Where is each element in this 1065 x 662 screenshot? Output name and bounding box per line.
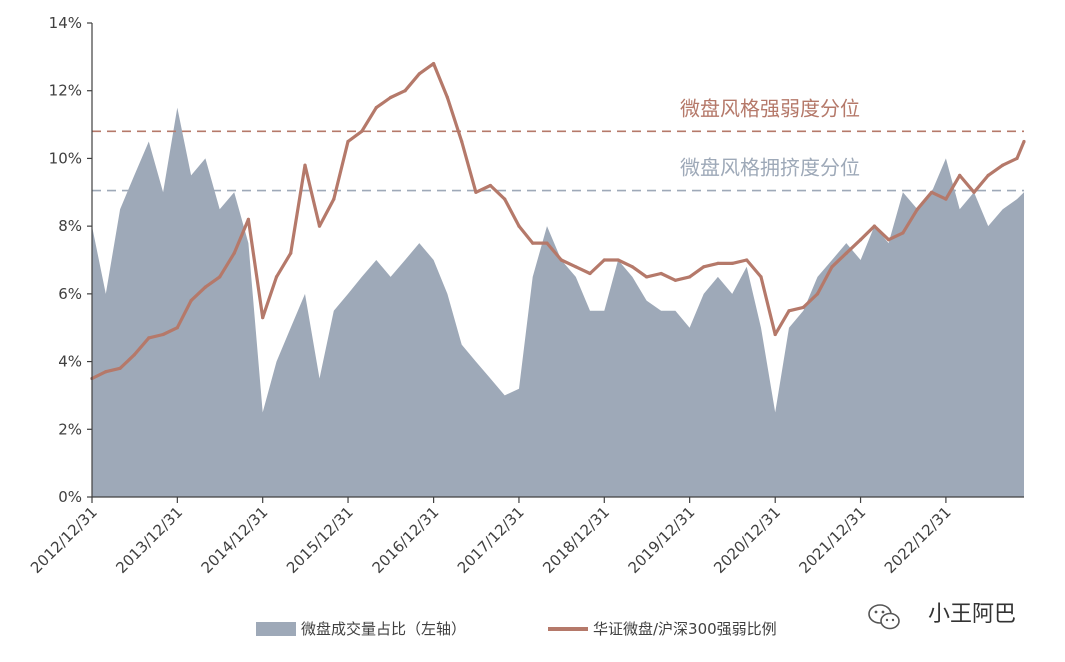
strength-ratio-point bbox=[403, 89, 407, 93]
strength-ratio-point bbox=[901, 231, 905, 235]
strength-ratio-point bbox=[1015, 156, 1019, 160]
y-tick-label: 12% bbox=[49, 82, 82, 100]
y-tick-label: 10% bbox=[49, 149, 82, 167]
strength-ratio-point bbox=[944, 197, 948, 201]
strength-ratio-point bbox=[346, 139, 350, 144]
strength-ratio-point bbox=[588, 271, 592, 276]
legend-label-area: 微盘成交量占比（左轴） bbox=[301, 620, 466, 638]
legend-label-line: 华证微盘/沪深300强弱比例 bbox=[593, 620, 777, 638]
y-tick-label: 0% bbox=[58, 488, 82, 506]
volume-share-area bbox=[92, 107, 1024, 497]
strength-ratio-point bbox=[118, 366, 122, 370]
reference-label-crowding: 微盘风格拥挤度分位 bbox=[680, 156, 860, 180]
wechat-icon bbox=[868, 604, 900, 630]
reference-label-strength: 微盘风格强弱度分位 bbox=[680, 96, 860, 120]
strength-ratio-point bbox=[830, 265, 834, 269]
x-tick-label: 2019/12/31 bbox=[625, 503, 699, 577]
strength-ratio-point bbox=[317, 224, 322, 228]
strength-ratio-point bbox=[630, 265, 635, 269]
strength-ratio-point bbox=[759, 275, 763, 279]
x-tick-label: 2015/12/31 bbox=[283, 503, 357, 577]
strength-ratio-point bbox=[787, 309, 791, 313]
strength-ratio-point bbox=[602, 258, 606, 262]
legend-swatch-area bbox=[256, 622, 296, 636]
y-tick-label: 2% bbox=[58, 420, 82, 438]
strength-ratio-point bbox=[474, 190, 478, 194]
strength-ratio-point bbox=[175, 326, 179, 330]
strength-ratio-point bbox=[559, 258, 563, 262]
y-tick-label: 6% bbox=[58, 285, 82, 303]
y-tick-label: 4% bbox=[58, 353, 82, 371]
strength-ratio-point bbox=[673, 278, 678, 282]
x-tick-label: 2014/12/31 bbox=[198, 503, 272, 577]
strength-ratio-point bbox=[232, 251, 236, 255]
strength-ratio-point bbox=[958, 173, 962, 177]
strength-ratio-point bbox=[887, 238, 891, 242]
strength-ratio-point bbox=[844, 251, 848, 255]
strength-ratio-point bbox=[801, 305, 805, 309]
strength-ratio-point bbox=[872, 224, 877, 228]
strength-ratio-point bbox=[986, 173, 990, 177]
strength-ratio-point bbox=[360, 129, 364, 133]
strength-ratio-point bbox=[531, 241, 535, 245]
strength-ratio-point bbox=[503, 197, 507, 201]
strength-ratio-point bbox=[132, 353, 136, 357]
strength-ratio-point bbox=[289, 251, 293, 255]
x-tick-label: 2018/12/31 bbox=[539, 503, 613, 577]
x-tick-label: 2016/12/31 bbox=[369, 503, 443, 577]
strength-ratio-point bbox=[389, 95, 393, 100]
strength-ratio-point bbox=[815, 292, 820, 296]
x-tick-label: 2012/12/31 bbox=[27, 503, 101, 577]
x-tick-label: 2013/12/31 bbox=[112, 503, 186, 577]
strength-ratio-point bbox=[716, 261, 720, 265]
strength-ratio-point bbox=[659, 271, 663, 276]
y-tick-label: 8% bbox=[58, 217, 82, 235]
strength-ratio-point bbox=[460, 139, 464, 144]
strength-ratio-point bbox=[303, 163, 307, 167]
strength-ratio-point bbox=[517, 224, 521, 228]
strength-ratio-point bbox=[702, 265, 706, 269]
strength-ratio-point bbox=[1022, 139, 1026, 144]
strength-ratio-point bbox=[545, 241, 549, 245]
x-tick-label: 2020/12/31 bbox=[710, 503, 784, 577]
strength-ratio-point bbox=[203, 285, 207, 289]
y-tick-label: 14% bbox=[49, 14, 82, 32]
strength-ratio-point bbox=[374, 106, 378, 110]
watermark-text: 小王阿巴 bbox=[928, 602, 1016, 627]
strength-ratio-point bbox=[261, 316, 265, 320]
strength-ratio-point bbox=[488, 183, 492, 188]
strength-ratio-point bbox=[972, 190, 976, 194]
x-tick-label: 2022/12/31 bbox=[881, 503, 955, 577]
strength-ratio-point bbox=[730, 261, 734, 265]
x-tick-label: 2017/12/31 bbox=[454, 503, 528, 577]
strength-ratio-point bbox=[246, 217, 250, 221]
strength-ratio-point bbox=[417, 72, 421, 76]
strength-ratio-point bbox=[104, 370, 108, 374]
strength-ratio-point bbox=[161, 332, 165, 337]
strength-ratio-point bbox=[574, 265, 578, 269]
strength-ratio-point bbox=[189, 299, 193, 303]
strength-ratio-point bbox=[1001, 163, 1005, 167]
strength-ratio-point bbox=[930, 190, 934, 194]
strength-ratio-point bbox=[616, 258, 620, 262]
strength-ratio-point bbox=[445, 95, 449, 100]
x-tick-label: 2021/12/31 bbox=[796, 503, 870, 577]
strength-ratio-point bbox=[915, 207, 920, 211]
strength-ratio-point bbox=[147, 336, 151, 340]
strength-ratio-point bbox=[332, 197, 336, 201]
strength-ratio-point bbox=[773, 332, 777, 337]
strength-ratio-point bbox=[645, 275, 649, 279]
strength-ratio-point bbox=[218, 275, 222, 279]
strength-ratio-point bbox=[274, 275, 279, 279]
strength-ratio-point bbox=[432, 62, 436, 66]
strength-ratio-point bbox=[859, 238, 863, 242]
strength-ratio-point bbox=[688, 275, 692, 279]
strength-ratio-point bbox=[745, 258, 749, 262]
